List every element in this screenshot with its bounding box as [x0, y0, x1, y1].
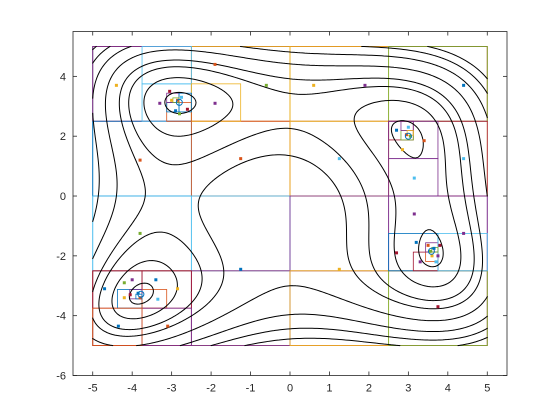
y-tick-label: 2: [60, 131, 66, 143]
sample-point: [130, 278, 134, 282]
sample-point: [337, 267, 341, 271]
sample-point: [174, 109, 178, 113]
sample-point: [138, 296, 142, 300]
sample-point: [213, 101, 217, 105]
sample-point: [156, 297, 160, 301]
sample-point: [418, 260, 422, 264]
sample-point: [430, 254, 434, 258]
sample-point: [239, 157, 243, 161]
partition-rect: [92, 307, 143, 346]
sample-point: [414, 240, 418, 244]
x-tick-label: 3: [405, 383, 411, 395]
sample-point: [462, 231, 466, 235]
sample-point: [168, 89, 172, 93]
sample-point: [178, 112, 182, 116]
contour-line: [92, 59, 484, 337]
sample-point: [337, 157, 341, 161]
sample-point: [213, 62, 217, 66]
x-tick-label: -1: [246, 383, 256, 395]
x-tick-label: 2: [366, 383, 372, 395]
sample-point: [158, 101, 162, 105]
x-tick-label: 4: [445, 383, 451, 395]
contour-line: [128, 91, 444, 305]
contour-line: [92, 45, 488, 347]
x-tick-label: 5: [484, 383, 490, 395]
sample-point: [432, 246, 436, 250]
sample-point: [170, 98, 174, 102]
marked-points: [137, 98, 435, 298]
marked-point: [427, 247, 435, 255]
sample-point: [128, 293, 132, 297]
contour-line: [98, 66, 475, 331]
sample-point: [363, 83, 367, 87]
sample-point: [428, 249, 432, 253]
y-tick-label: -4: [56, 311, 66, 323]
sample-point: [166, 324, 170, 328]
y-tick-label: -2: [56, 251, 66, 263]
sample-point: [434, 260, 438, 264]
sample-point: [138, 231, 142, 235]
sample-point: [176, 287, 180, 291]
x-tick-label: 0: [287, 383, 293, 395]
marked-point: [175, 98, 183, 106]
sample-point: [185, 107, 189, 111]
sample-point: [114, 83, 118, 87]
marked-point: [404, 132, 412, 140]
y-tick-label: -6: [56, 371, 66, 383]
sample-point: [312, 83, 316, 87]
sample-point: [436, 254, 440, 258]
sample-point: [395, 251, 399, 255]
x-axis: -5 -4 -3 -2 -1 0 1 2 3 4 5: [88, 31, 490, 395]
y-tick-label: 0: [60, 191, 66, 203]
x-tick-label: -4: [127, 383, 137, 395]
y-tick-label: 4: [60, 71, 66, 83]
sample-point: [412, 212, 416, 216]
sample-point: [122, 296, 126, 300]
sample-point: [404, 133, 408, 137]
sample-point: [408, 134, 412, 138]
sample-point: [462, 157, 466, 161]
y-axis: -6 -4 -2 0 2 4: [56, 71, 507, 383]
x-tick-label: -2: [206, 383, 216, 395]
contour-line: [111, 77, 462, 320]
sample-point: [264, 83, 268, 87]
sample-point: [426, 243, 430, 247]
x-tick-label: -3: [167, 383, 177, 395]
sample-point: [422, 139, 426, 143]
contour-line: [92, 49, 488, 347]
sample-point: [138, 158, 142, 162]
sample-point: [154, 278, 158, 282]
sample-point: [103, 287, 107, 291]
sample-point: [239, 267, 243, 271]
contour-lines: [92, 45, 488, 347]
x-tick-label: 1: [326, 383, 332, 395]
contour-line: [92, 45, 488, 347]
sample-point: [180, 95, 183, 99]
sample-point: [436, 305, 440, 309]
sample-point: [395, 128, 399, 132]
marked-point: [137, 290, 145, 298]
sample-point: [122, 281, 126, 285]
sample-point: [438, 243, 442, 247]
sample-point: [406, 125, 410, 129]
contour-line: [92, 45, 488, 347]
sample-point: [462, 83, 466, 87]
x-tick-label: -5: [88, 383, 98, 395]
partition-rect: [388, 158, 439, 197]
sample-point: [116, 324, 120, 328]
sample-point: [412, 176, 416, 180]
sample-point: [400, 148, 404, 152]
